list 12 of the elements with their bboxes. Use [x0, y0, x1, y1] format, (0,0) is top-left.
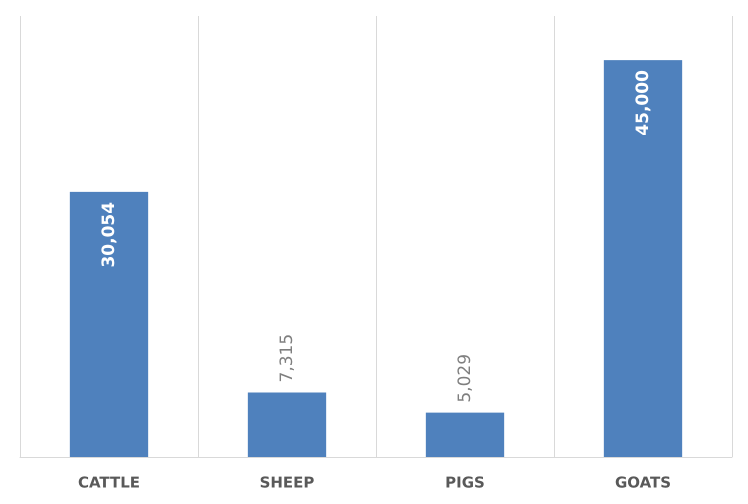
x-tick-label: PIGS: [445, 474, 485, 492]
bar: [604, 60, 682, 457]
data-label: 30,054: [99, 202, 119, 268]
data-label: 45,000: [633, 70, 653, 136]
bar: [426, 412, 504, 457]
data-label: 5,029: [455, 354, 475, 403]
bar: [70, 192, 148, 457]
x-tick-label: GOATS: [614, 474, 672, 492]
bar: [248, 392, 326, 457]
x-tick-label: CATTLE: [78, 474, 140, 492]
data-label: 7,315: [277, 334, 297, 382]
x-tick-label: SHEEP: [260, 474, 314, 492]
